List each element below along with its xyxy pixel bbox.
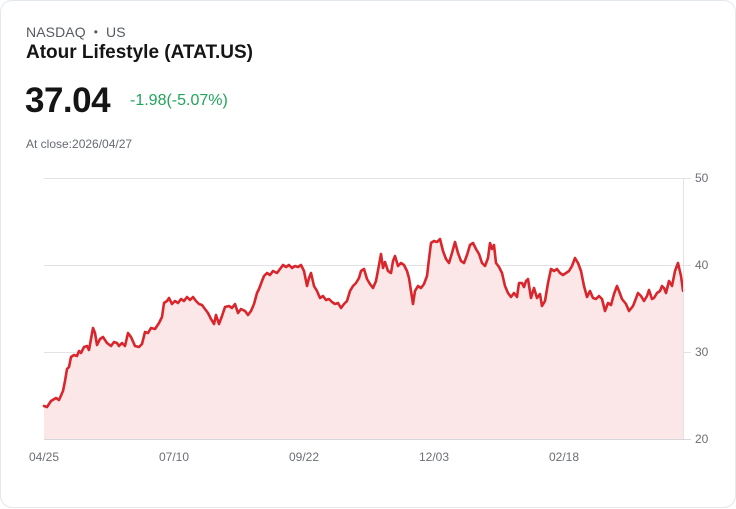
x-tick-3: 09/22: [289, 450, 320, 464]
y-tick-50: 50: [695, 171, 709, 185]
current-price: 37.04: [25, 81, 111, 120]
market-name: US: [106, 24, 126, 40]
price-line: [42, 237, 685, 409]
y-tick-40: 40: [695, 258, 709, 272]
y-tick-30: 30: [695, 345, 709, 359]
price-change: -1.98(-5.07%): [130, 92, 228, 109]
close-timestamp: At close:2026/04/27: [26, 137, 133, 151]
exchange-name: NASDAQ: [26, 24, 86, 40]
y-tick-20: 20: [695, 432, 709, 446]
x-tick-5: 02/18: [549, 450, 580, 464]
stock-title: Atour Lifestyle (ATAT.US): [26, 42, 253, 63]
x-tick-2: 07/10: [159, 450, 190, 464]
x-tick-4: 12/03: [419, 450, 450, 464]
separator-dot-icon: •: [93, 25, 99, 39]
price-area-fill: [44, 239, 683, 439]
exchange-line: NASDAQ • US: [26, 24, 126, 40]
x-tick-1: 04/25: [29, 450, 60, 464]
